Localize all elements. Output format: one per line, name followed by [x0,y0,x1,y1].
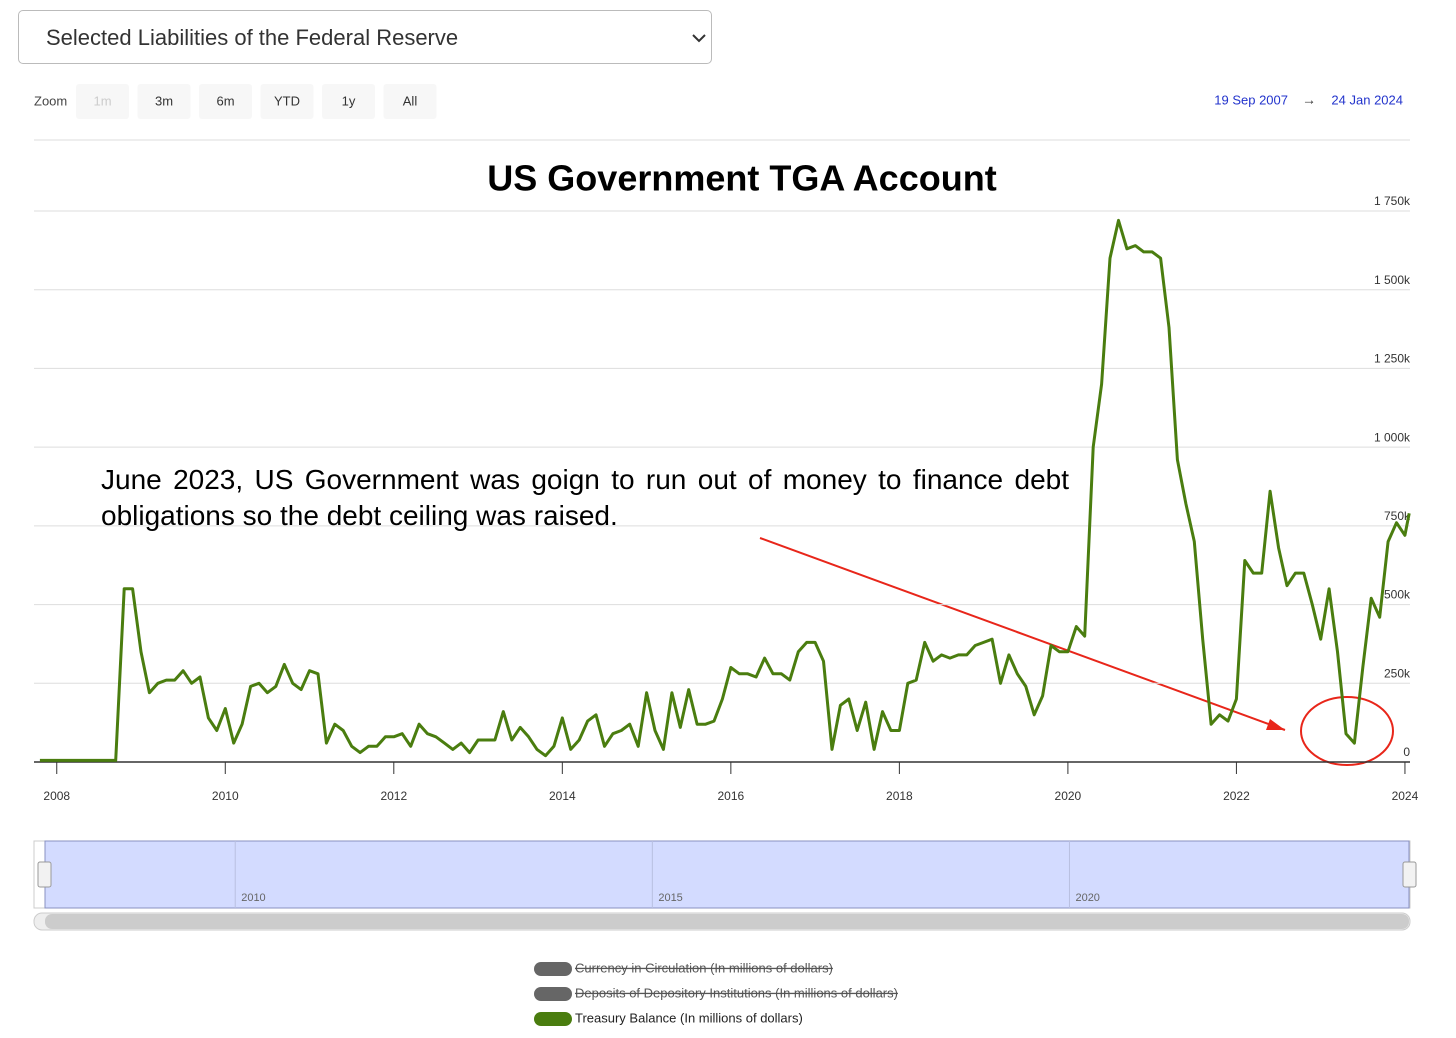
zoom-button-label: All [403,93,418,108]
navigator-tick-label: 2015 [658,892,682,904]
navigator-handle[interactable] [1402,861,1417,888]
zoom-button[interactable] [260,84,314,119]
highlight-circle [1300,696,1394,766]
x-tick-label: 2008 [43,789,70,803]
y-tick-label: 750k [1384,509,1411,523]
navigator [33,840,1411,909]
x-tick-label: 2016 [717,789,744,803]
legend-symbol[interactable] [534,962,572,976]
range-to[interactable]: 24 Jan 2024 [1331,92,1403,107]
x-tick-label: 2012 [380,789,407,803]
x-tick-label: 2020 [1055,789,1082,803]
zoom-button[interactable] [383,84,437,119]
scrollbar-track[interactable] [33,912,1411,931]
selector-label: Selected Liabilities of the Federal Rese… [46,25,459,50]
arrow-head [1266,719,1285,730]
y-tick-label: 1 750k [1374,194,1411,208]
zoom-label: Zoom [34,93,67,108]
zoom-button[interactable] [199,84,252,119]
y-tick-label: 250k [1384,666,1411,680]
navigator-tick-label: 2020 [1075,892,1099,904]
legend-label[interactable]: Deposits of Depository Institutions (In … [575,985,898,1000]
x-tick-label: 2024 [1392,789,1419,803]
range-separator: → [1302,92,1316,108]
y-tick-label: 1 250k [1374,352,1411,366]
zoom-button-label: 3m [155,93,173,108]
legend-symbol[interactable] [534,987,572,1001]
navigator-selection[interactable] [44,840,1410,909]
chevron [692,34,706,43]
zoom-button[interactable] [137,84,191,119]
navigator-tick-label: 2010 [241,892,265,904]
x-tick-label: 2022 [1223,789,1250,803]
x-tick-label: 2018 [886,789,913,803]
x-tick-label: 2010 [212,789,239,803]
scrollbar-thumb[interactable] [45,914,1409,929]
chart-title: US Government TGA Account [487,158,996,199]
zoom-button [76,84,129,119]
series-selector[interactable]: Selected Liabilities of the Federal Rese… [18,10,712,64]
legend-label[interactable]: Currency in Circulation (In millions of … [575,960,833,975]
legend-symbol[interactable] [534,1012,572,1026]
y-tick-label: 500k [1384,588,1411,602]
annotation-arrow [759,537,1286,731]
zoom-button-label: YTD [274,93,300,108]
y-tick-label: 1 500k [1374,273,1411,287]
zoom-button-label: 6m [216,93,234,108]
legend-label[interactable]: Treasury Balance (In millions of dollars… [575,1010,803,1025]
range-from[interactable]: 19 Sep 2007 [1214,92,1288,107]
y-tick-label: 1 000k [1374,430,1411,444]
x-tick-label: 2014 [549,789,576,803]
zoom-button-label: 1m [93,93,111,108]
zoom-button-label: 1y [342,93,356,108]
annotation: June 2023, US Government was goign to ru… [101,464,1069,531]
zoom-button[interactable] [322,84,375,119]
y-tick-label: 0 [1403,745,1410,759]
navigator-handle[interactable] [37,861,52,888]
